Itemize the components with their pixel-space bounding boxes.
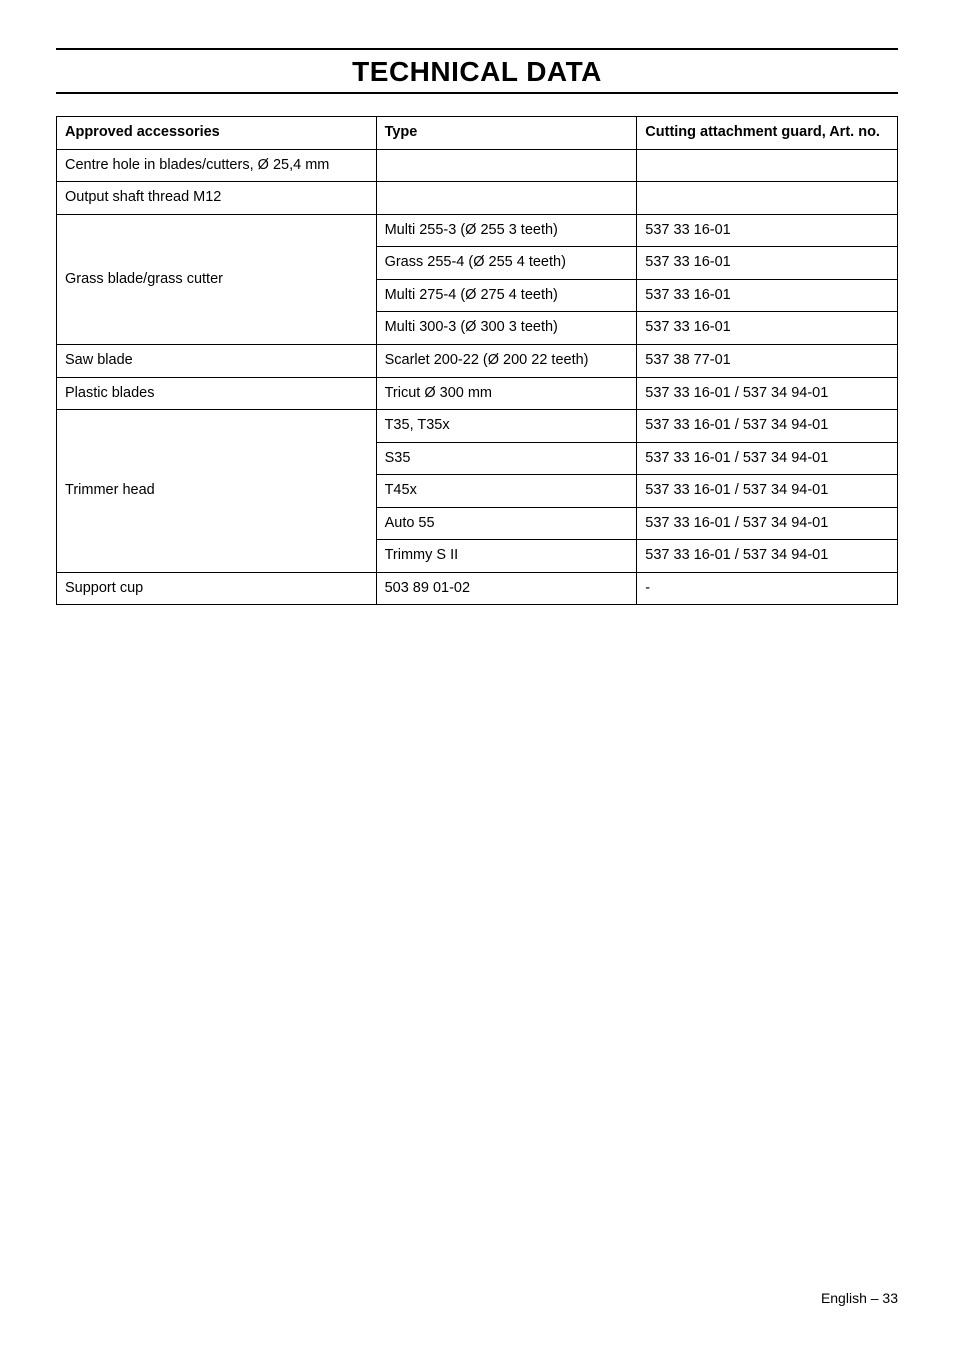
header-rule-top xyxy=(56,48,898,50)
cell-guard: 537 33 16-01 / 537 34 94-01 xyxy=(637,475,898,508)
cell-type: Scarlet 200-22 (Ø 200 22 teeth) xyxy=(376,344,637,377)
table-row: Trimmer head T35, T35x 537 33 16-01 / 53… xyxy=(57,410,898,443)
cell-guard: 537 33 16-01 / 537 34 94-01 xyxy=(637,540,898,573)
header-type: Type xyxy=(376,117,637,150)
cell-type: Auto 55 xyxy=(376,507,637,540)
cell-guard: 537 33 16-01 xyxy=(637,214,898,247)
table-row: Saw blade Scarlet 200-22 (Ø 200 22 teeth… xyxy=(57,344,898,377)
cell-type xyxy=(376,182,637,215)
header-guard: Cutting attachment guard, Art. no. xyxy=(637,117,898,150)
cell-type xyxy=(376,149,637,182)
cell-label: Plastic blades xyxy=(57,377,377,410)
page-footer: English – 33 xyxy=(821,1290,898,1306)
cell-guard: 537 33 16-01 / 537 34 94-01 xyxy=(637,442,898,475)
cell-guard: 537 38 77-01 xyxy=(637,344,898,377)
header-rule-bottom xyxy=(56,92,898,94)
cell-guard: 537 33 16-01 xyxy=(637,247,898,280)
accessories-table: Approved accessories Type Cutting attach… xyxy=(56,116,898,605)
cell-type: S35 xyxy=(376,442,637,475)
cell-type: Multi 275-4 (Ø 275 4 teeth) xyxy=(376,279,637,312)
cell-label: Trimmer head xyxy=(57,410,377,573)
cell-guard: 537 33 16-01 / 537 34 94-01 xyxy=(637,507,898,540)
cell-type: Trimmy S II xyxy=(376,540,637,573)
cell-type: Multi 255-3 (Ø 255 3 teeth) xyxy=(376,214,637,247)
header-accessories: Approved accessories xyxy=(57,117,377,150)
cell-guard xyxy=(637,149,898,182)
cell-type: Grass 255-4 (Ø 255 4 teeth) xyxy=(376,247,637,280)
table-row: Support cup 503 89 01-02 - xyxy=(57,572,898,605)
table-header-row: Approved accessories Type Cutting attach… xyxy=(57,117,898,150)
cell-guard xyxy=(637,182,898,215)
cell-guard: 537 33 16-01 / 537 34 94-01 xyxy=(637,377,898,410)
cell-label: Saw blade xyxy=(57,344,377,377)
cell-type: 503 89 01-02 xyxy=(376,572,637,605)
cell-type: T45x xyxy=(376,475,637,508)
cell-label: Grass blade/grass cutter xyxy=(57,214,377,344)
table-row: Centre hole in blades/cutters, Ø 25,4 mm xyxy=(57,149,898,182)
cell-guard: - xyxy=(637,572,898,605)
table-row: Output shaft thread M12 xyxy=(57,182,898,215)
cell-label: Centre hole in blades/cutters, Ø 25,4 mm xyxy=(57,149,377,182)
cell-guard: 537 33 16-01 xyxy=(637,312,898,345)
cell-type: Tricut Ø 300 mm xyxy=(376,377,637,410)
cell-type: Multi 300-3 (Ø 300 3 teeth) xyxy=(376,312,637,345)
cell-type: T35, T35x xyxy=(376,410,637,443)
table-row: Grass blade/grass cutter Multi 255-3 (Ø … xyxy=(57,214,898,247)
table-row: Plastic blades Tricut Ø 300 mm 537 33 16… xyxy=(57,377,898,410)
page-title: TECHNICAL DATA xyxy=(352,56,602,88)
cell-label: Output shaft thread M12 xyxy=(57,182,377,215)
cell-guard: 537 33 16-01 xyxy=(637,279,898,312)
cell-label: Support cup xyxy=(57,572,377,605)
cell-guard: 537 33 16-01 / 537 34 94-01 xyxy=(637,410,898,443)
